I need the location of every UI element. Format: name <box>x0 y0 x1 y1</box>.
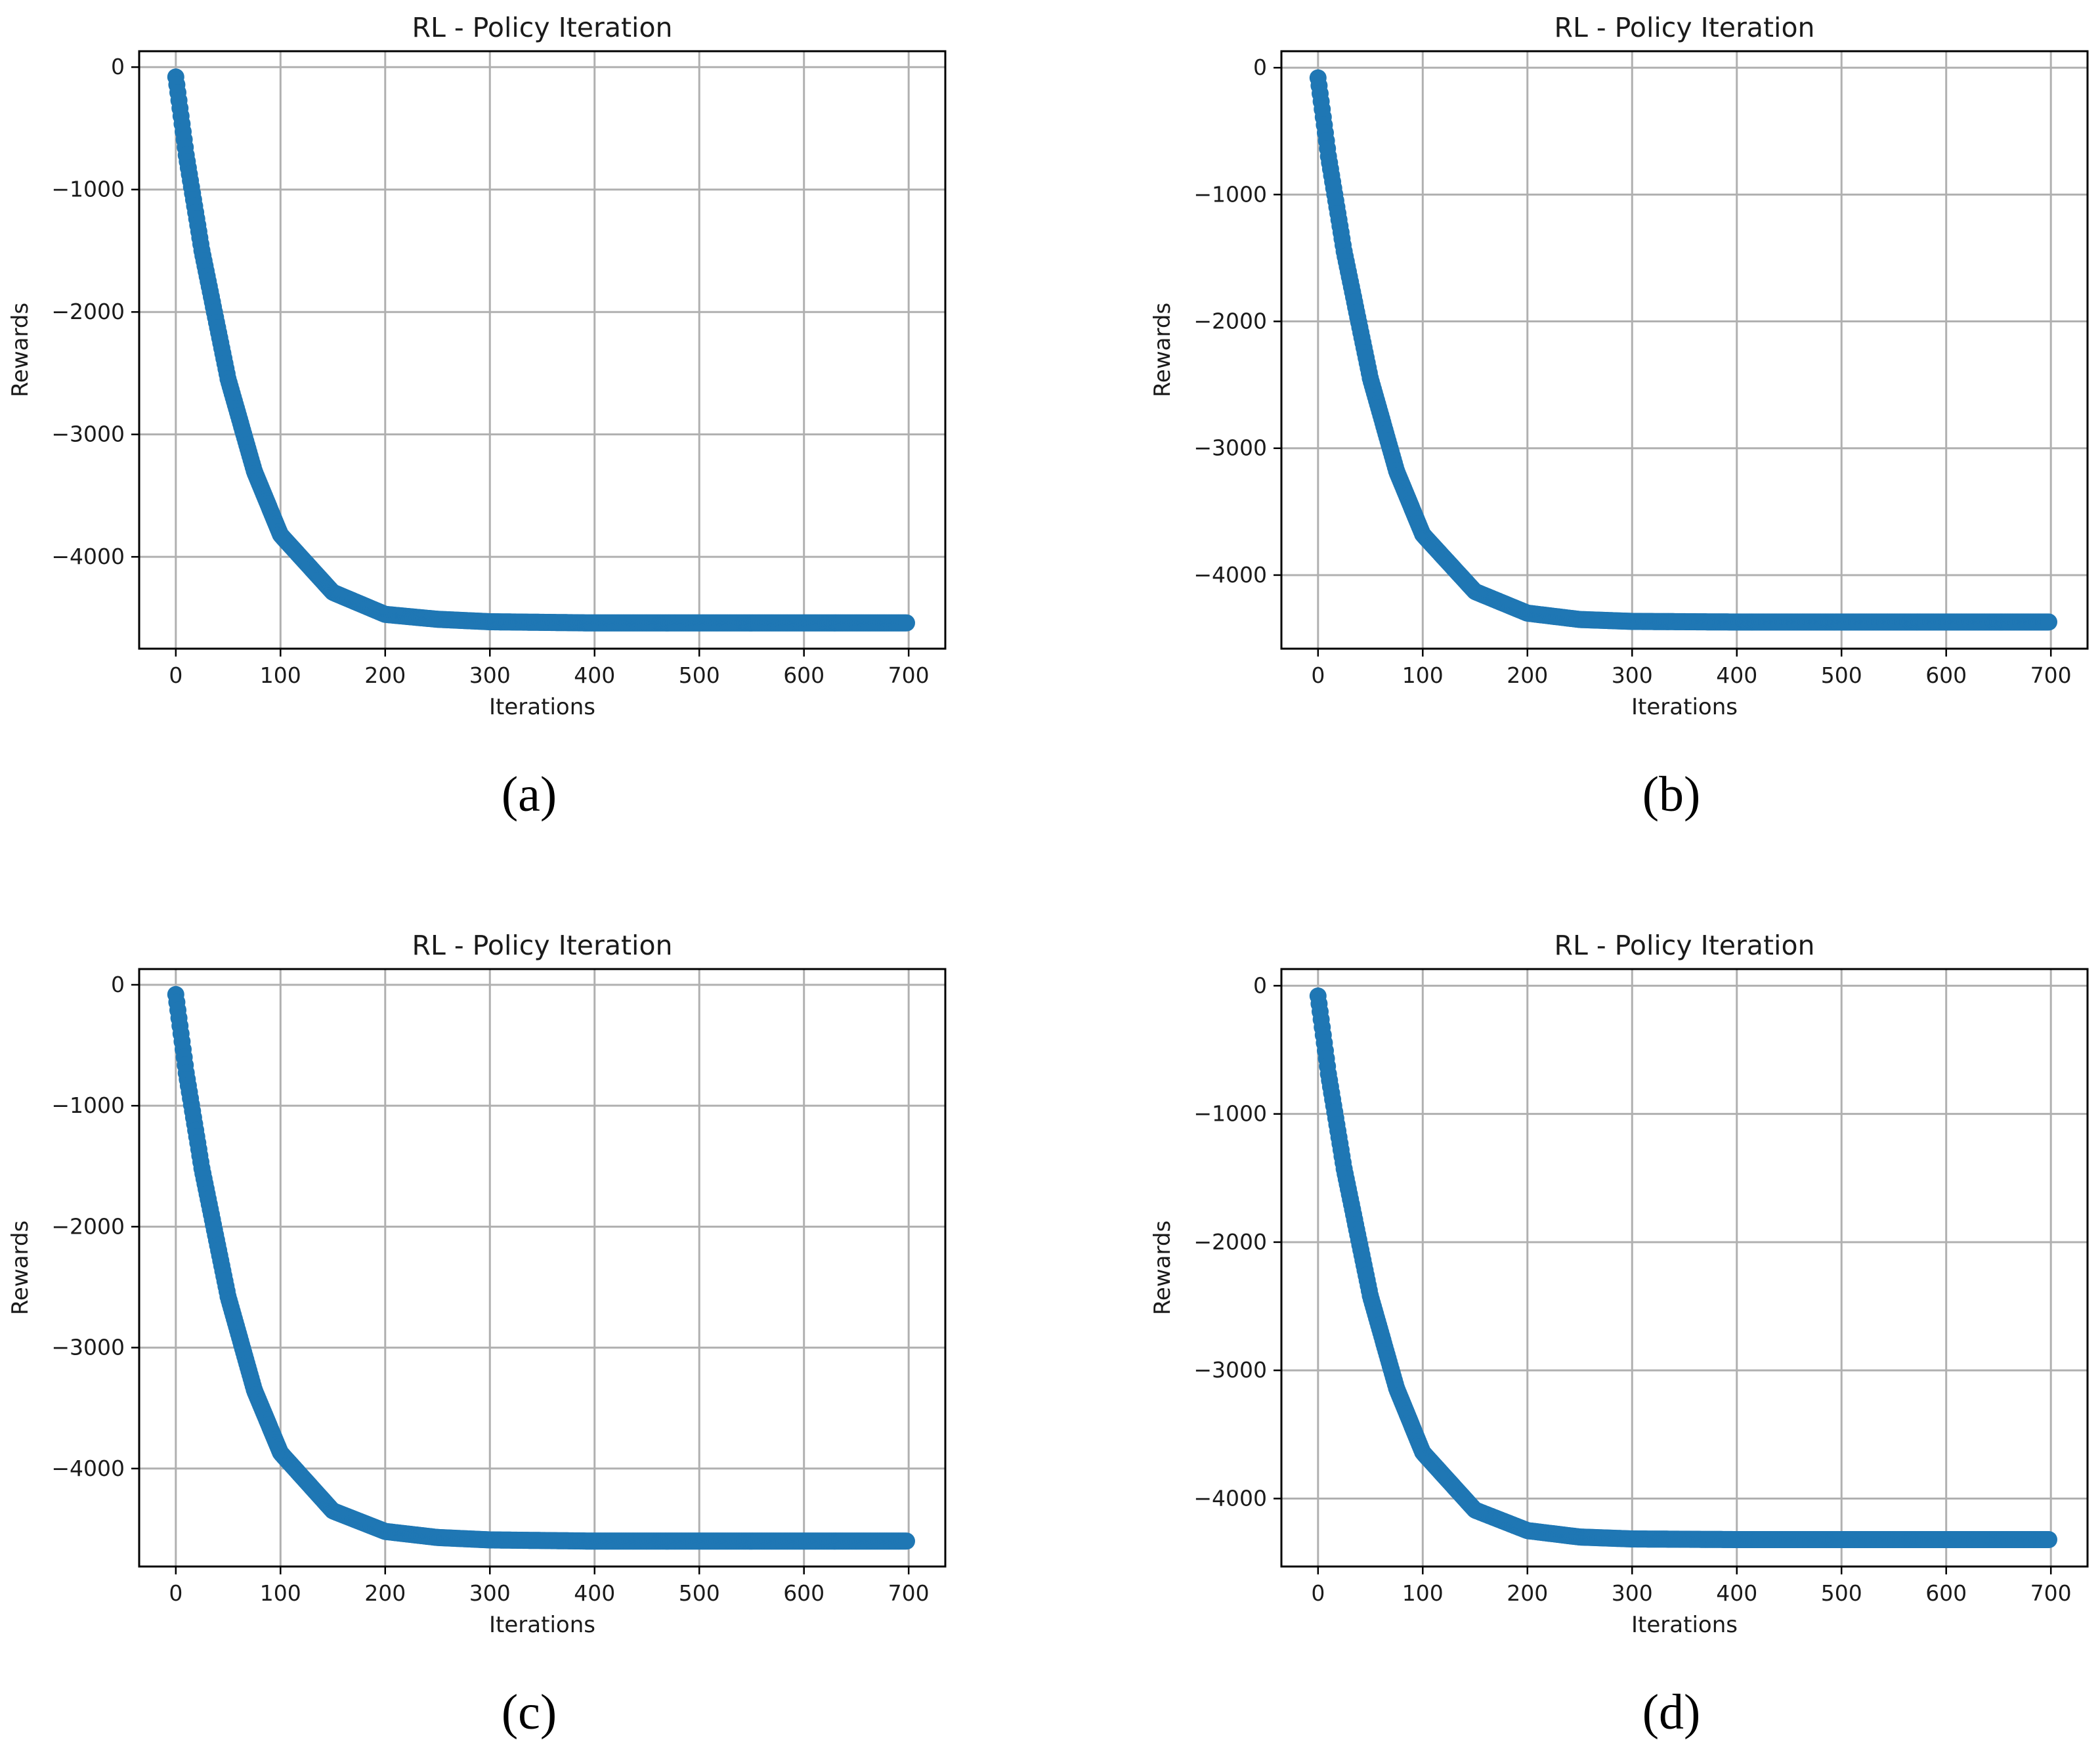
x-tick-label: 400 <box>574 662 615 688</box>
x-tick-label: 500 <box>679 662 720 688</box>
plot-area <box>139 51 945 649</box>
data-point <box>898 1532 915 1550</box>
y-axis-label: Rewards <box>7 1221 33 1315</box>
chart-panel-d: 0 100 200 300 400 500 600 700 0 −1000 −2000 −3000 −4… <box>1149 930 2089 1740</box>
x-tick-label: 300 <box>1612 1580 1653 1606</box>
x-tick-label: 400 <box>1716 662 1757 688</box>
y-tick-label: −4000 <box>1193 1486 1267 1511</box>
x-tick-label: 600 <box>783 662 825 688</box>
x-tick-label: 300 <box>469 1580 511 1606</box>
x-tick-label: 700 <box>888 1580 930 1606</box>
x-axis-label: Iterations <box>1631 694 1738 720</box>
series-rewards <box>167 985 915 1550</box>
chart-title: RL - Policy Iteration <box>1554 12 1814 43</box>
panel-caption: (d) <box>1642 1685 1701 1740</box>
x-tick-label: 700 <box>2030 662 2072 688</box>
y-tick-label: −3000 <box>1193 1357 1267 1383</box>
chart-panel-c: 0 100 200 300 400 500 600 700 0 −1000 −2000 −3000 −4… <box>7 930 947 1740</box>
plot-area <box>139 969 945 1567</box>
y-tick-label: 0 <box>111 972 125 997</box>
plot-area <box>1281 969 2088 1567</box>
chart-title: RL - Policy Iteration <box>412 930 672 961</box>
axes-frame <box>1280 50 2089 650</box>
y-tick-label: −2000 <box>51 299 125 324</box>
y-axis-label: Rewards <box>1149 303 1176 397</box>
x-tick-label: 200 <box>1507 662 1548 688</box>
x-tick-label: 100 <box>1402 1580 1444 1606</box>
x-axis-label: Iterations <box>1631 1612 1738 1638</box>
x-tick-label: 200 <box>364 662 406 688</box>
data-point <box>898 614 915 632</box>
x-tick-label: 600 <box>783 1580 825 1606</box>
y-tick-label: −3000 <box>1193 435 1267 461</box>
y-tick-label: 0 <box>1253 972 1267 998</box>
chart-title: RL - Policy Iteration <box>412 12 672 43</box>
x-tick-label: 100 <box>1402 662 1444 688</box>
x-tick-label: 100 <box>260 662 301 688</box>
y-tick-label: −2000 <box>51 1213 125 1239</box>
y-tick-label: −1000 <box>51 177 125 202</box>
series-rewards <box>1309 987 2057 1548</box>
x-tick-label: 300 <box>1612 662 1653 688</box>
x-axis-label: Iterations <box>489 694 595 720</box>
x-tick-label: 0 <box>1311 1580 1325 1606</box>
axes-frame <box>1280 968 2089 1568</box>
y-tick-label: −2000 <box>1193 1229 1267 1255</box>
x-tick-label: 300 <box>469 662 511 688</box>
y-tick-label: −4000 <box>1193 562 1267 588</box>
y-tick-label: −4000 <box>51 544 125 569</box>
x-tick-label: 500 <box>679 1580 720 1606</box>
y-tick-label: 0 <box>1253 54 1267 80</box>
x-tick-label: 200 <box>1507 1580 1548 1606</box>
series-rewards <box>1309 69 2057 631</box>
data-point <box>2040 613 2057 631</box>
y-tick-label: −1000 <box>1193 181 1267 207</box>
x-tick-label: 0 <box>169 1580 182 1606</box>
x-tick-label: 500 <box>1821 1580 1862 1606</box>
y-axis-label: Rewards <box>7 303 33 397</box>
y-tick-label: −3000 <box>51 1335 125 1360</box>
x-tick-label: 200 <box>364 1580 406 1606</box>
y-tick-label: −1000 <box>1193 1101 1267 1127</box>
x-tick-label: 400 <box>574 1580 615 1606</box>
x-tick-label: 600 <box>1925 662 1967 688</box>
y-tick-label: −3000 <box>51 422 125 447</box>
panel-caption: (a) <box>502 767 557 822</box>
x-tick-label: 400 <box>1716 1580 1757 1606</box>
x-tick-label: 600 <box>1925 1580 1967 1606</box>
x-tick-label: 0 <box>1311 662 1325 688</box>
chart-panel-b: 0 100 200 300 400 500 600 700 0 −1000 −2000 −3000 −4… <box>1149 12 2089 822</box>
data-point <box>2040 1531 2057 1548</box>
x-tick-label: 700 <box>2030 1580 2072 1606</box>
axes-frame <box>138 968 947 1568</box>
plot-area <box>1281 51 2088 649</box>
y-tick-label: −4000 <box>51 1456 125 1481</box>
x-tick-label: 500 <box>1821 662 1862 688</box>
y-tick-label: −2000 <box>1193 309 1267 334</box>
axes-frame <box>138 50 947 650</box>
series-rewards <box>167 68 915 632</box>
y-axis-label: Rewards <box>1149 1221 1176 1315</box>
x-axis-label: Iterations <box>489 1612 595 1638</box>
x-tick-label: 100 <box>260 1580 301 1606</box>
y-tick-label: 0 <box>111 54 125 79</box>
panel-caption: (c) <box>502 1685 557 1740</box>
y-tick-label: −1000 <box>51 1092 125 1118</box>
x-tick-label: 0 <box>169 662 182 688</box>
panel-caption: (b) <box>1642 767 1701 822</box>
chart-panel-a: 0 100 200 300 400 500 600 700 0 −1000 −2000 −3000 −4… <box>7 12 947 822</box>
x-tick-label: 700 <box>888 662 930 688</box>
chart-title: RL - Policy Iteration <box>1554 930 1814 961</box>
